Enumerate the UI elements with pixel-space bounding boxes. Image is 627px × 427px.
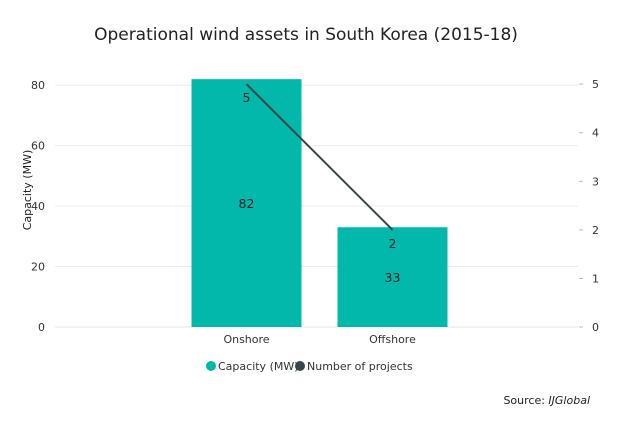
line-value-label: 5 — [243, 90, 251, 105]
source-prefix: Source: — [503, 394, 548, 407]
bar-value-label: 33 — [385, 270, 401, 285]
y2-tick-label: 2 — [592, 224, 599, 237]
y-tick-label: 0 — [38, 321, 45, 334]
source-note: Source: IJGlobal — [503, 394, 590, 407]
source-name: IJGlobal — [548, 394, 590, 407]
chart-title: Operational wind assets in South Korea (… — [94, 25, 518, 45]
legend-label: Capacity (MW) — [218, 360, 299, 373]
y2-tick-label: 1 — [592, 272, 599, 285]
y-tick-label: 40 — [31, 200, 45, 213]
x-tick-label: Offshore — [369, 333, 416, 346]
y2-tick-label: 3 — [592, 175, 599, 188]
y2-tick-label: 0 — [592, 321, 599, 334]
legend-marker — [295, 361, 305, 371]
legend-marker — [206, 361, 216, 371]
bar — [337, 227, 448, 327]
y-tick-label: 60 — [31, 140, 45, 153]
x-tick-label: Onshore — [223, 333, 269, 346]
legend-label: Number of projects — [307, 360, 413, 373]
y-tick-label: 80 — [31, 79, 45, 92]
bar-value-label: 82 — [239, 196, 255, 211]
y2-tick-label: 5 — [592, 78, 599, 91]
series-line-number-of-projects — [245, 83, 394, 231]
y-axis-label: Capacity (MW) — [21, 150, 34, 231]
y2-tick-label: 4 — [592, 127, 599, 140]
y-tick-label: 20 — [31, 261, 45, 274]
line-value-label: 2 — [389, 236, 397, 251]
